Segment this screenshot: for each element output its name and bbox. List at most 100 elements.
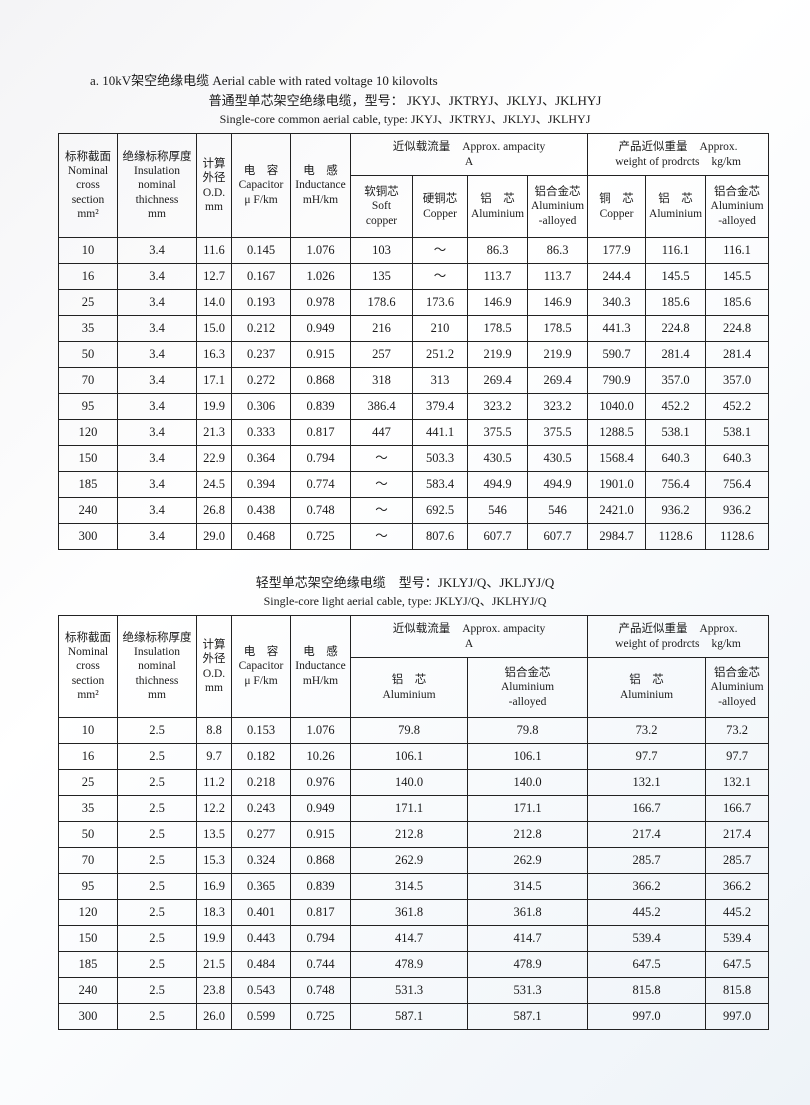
table-cell: 73.2 [705,717,770,744]
table-row: 240 2.5 23.8 0.543 0.748 531.3 531.3 815.8 815.8 [58,977,770,1004]
header-text: 外径 [202,653,226,666]
header-text: Insulation [134,164,180,177]
header-text: nominal [138,179,176,192]
table-cell: 1568.4 [587,445,647,472]
table1: 标称截面 Nominal cross section mm² 绝缘标称厚度 Insulati… [58,133,770,550]
table-cell: 173.6 [412,289,468,316]
table-cell: 0.333 [231,419,291,446]
header-line: 铝 芯 [352,673,467,687]
table-cell: 0.182 [231,743,291,770]
table-cell: 15.3 [196,847,232,874]
group-header: 产品近似重量 Approx. weight of prodrcts kg/km [587,615,770,658]
table-cell: 26.8 [196,497,232,524]
table-row: 25 2.5 11.2 0.218 0.976 140.0 140.0 132.1 132.1 [58,769,770,796]
header-text: 铝 芯 [629,674,664,687]
header-line: Insulation [119,645,196,659]
table-cell: 29.0 [196,523,232,550]
table-cell: 177.9 [587,237,647,264]
header-text: Aluminium [382,688,436,701]
table-cell: 116.1 [705,237,770,264]
header-line: Inductance [292,178,350,192]
table-cell: 997.0 [705,1003,770,1030]
header-text: Inductance [295,660,346,673]
table-cell: 1901.0 [587,471,647,498]
header-line: 电 容 [233,164,290,178]
table-cell: 0.243 [231,795,291,822]
table-row: 70 3.4 17.1 0.272 0.868 318 313 269.4 269.4 790.9… [58,367,770,394]
table-body: 10 2.5 8.8 0.153 1.076 79.8 79.8 73.2 73.2 16 2.5 9… [58,717,770,1030]
table-cell: 0.976 [290,769,351,796]
table-cell: 756.4 [705,471,770,498]
table-cell: 0.365 [231,873,291,900]
header-text: Nominal [67,164,109,177]
table-cell: 3.4 [117,497,197,524]
table-cell: 313 [412,367,468,394]
table-cell: 240 [58,497,118,524]
table-cell: 95 [58,873,118,900]
table-cell: 25 [58,289,118,316]
heading: a. 10kV架空绝缘电缆 Aerial cable with rated vo… [90,73,438,88]
table-cell: 0.401 [231,899,291,926]
table-cell: 366.2 [705,873,770,900]
column-header: 电 容 Capacitor μ F/km [231,133,291,238]
table-cell: 224.8 [645,315,707,342]
table-cell: 23.8 [196,977,232,1004]
header-line: 电 感 [292,164,350,178]
table-cell: 807.6 [412,523,468,550]
header-line: Capacitor [233,178,290,192]
table-cell: 16.3 [196,341,232,368]
header-text: weight of prodrcts [615,155,700,168]
table-row: 25 3.4 14.0 0.193 0.978 178.6 173.6 146.9 146.9 3… [58,289,770,316]
table-cell: 607.7 [467,523,528,550]
table-cell: 2.5 [117,821,197,848]
table-cell: 0.543 [231,977,291,1004]
table-cell: 3.4 [117,263,197,290]
header-text: kg/km [711,155,741,168]
header-text: 铝 芯 [480,193,515,206]
header-line: 绝缘标称厚度 [119,150,196,164]
header-text: mm² [77,208,99,221]
group-header: 近似载流量 Approx. ampacity A [349,133,589,176]
table-cell: 531.3 [350,977,468,1004]
header-line: Capacitor [233,659,290,673]
header-line: weight of prodrcts kg/km [589,637,768,651]
table-cell: 936.2 [705,497,770,524]
table-cell: 587.1 [466,1003,589,1030]
table-cell: 262.9 [466,847,589,874]
table-cell: 240 [58,977,118,1004]
header-line: Aluminium [352,688,467,702]
table-body: 10 3.4 11.6 0.145 1.076 103 ～ 86.3 86.3 177.9 116.… [58,237,770,550]
table-cell: 2.5 [117,1003,197,1030]
table-cell: 375.5 [467,419,528,446]
table-cell: 21.5 [196,951,232,978]
table-cell: 445.2 [705,899,770,926]
table-cell: 0.364 [231,445,291,472]
header-text: 电 感 [303,645,338,658]
column-header: 电 感 Inductance mH/km [290,615,351,718]
table-cell: 3.4 [117,367,197,394]
table-cell: 0.794 [290,445,351,472]
subcolumn-header: 铝 芯 Aluminium [587,657,707,718]
header-line: 铜 芯 [589,192,645,206]
table-cell: 2.5 [117,847,197,874]
table-cell: 178.5 [467,315,528,342]
header-line: section [60,193,117,207]
table2-title-cn: 轻型单芯架空绝缘电缆 型号：JKLYJ/Q、JKLJYJ/Q [255,575,555,590]
header-line: 近似载流量 Approx. ampacity [352,622,587,636]
header-line: Aluminium [647,207,705,221]
header-line: 绝缘标称厚度 [119,631,196,645]
table-cell: 583.4 [412,471,468,498]
header-line: -alloyed [469,695,587,709]
table-cell: 11.2 [196,769,232,796]
table-cell: 0.748 [290,497,351,524]
header-line: thichness [119,674,196,688]
header-line: 产品近似重量 Approx. [589,622,768,636]
header-text: 近似载流量 [392,141,451,154]
table-cell: 0.868 [290,847,351,874]
header-text: thichness [135,193,179,206]
subcolumn-header: 硬铜芯 Copper [412,175,468,238]
header-line: mm [198,681,231,695]
header-line: 外径 [198,652,231,666]
table-cell: 106.1 [350,743,468,770]
table-cell: 0.324 [231,847,291,874]
